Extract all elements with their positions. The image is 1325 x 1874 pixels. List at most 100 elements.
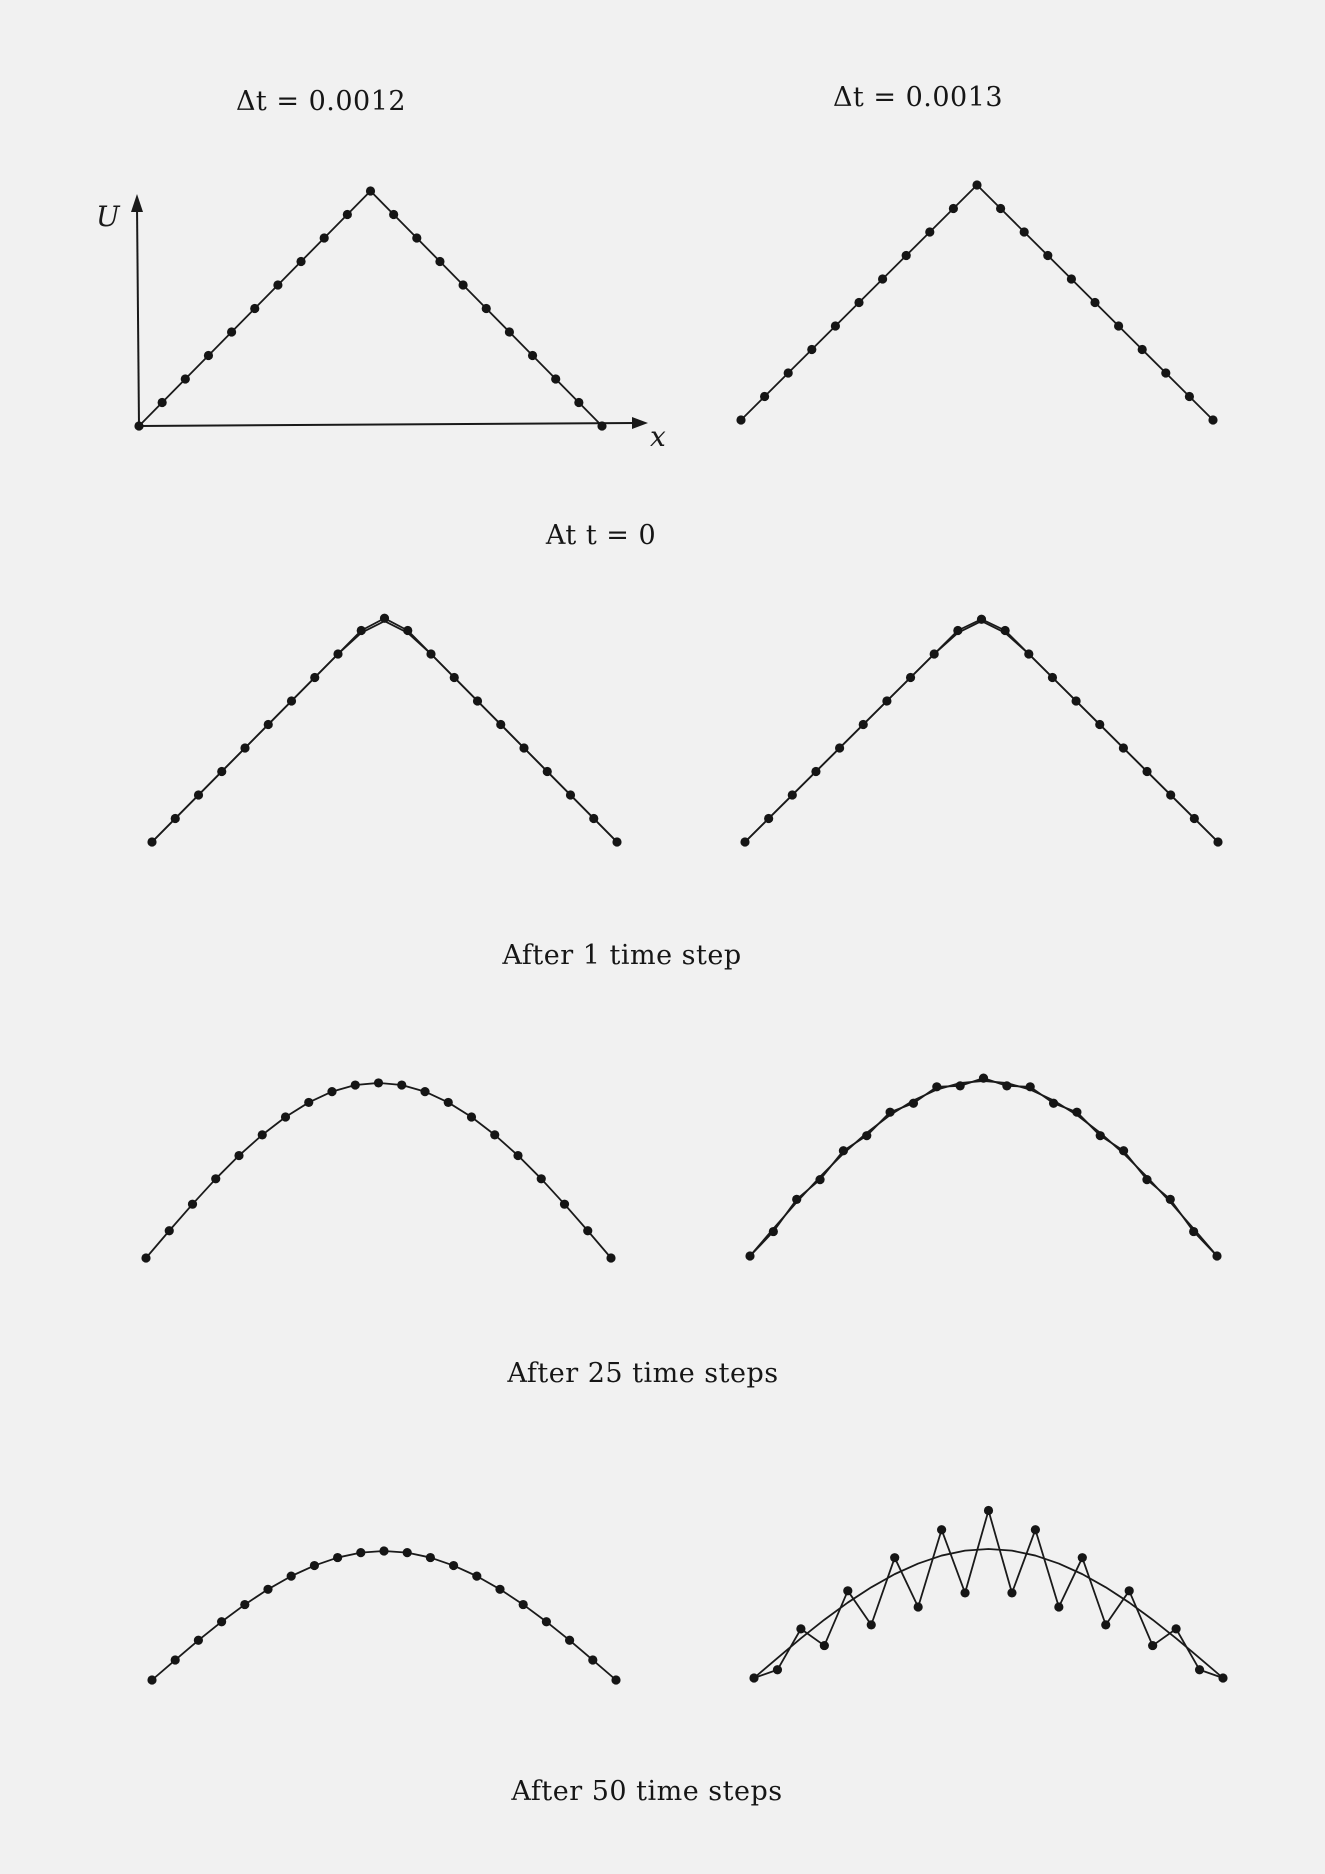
data-point <box>1208 415 1218 425</box>
data-point <box>551 374 561 384</box>
data-point <box>1166 790 1176 800</box>
data-point <box>350 1080 360 1090</box>
data-point <box>1000 625 1010 636</box>
data-point <box>559 1199 570 1209</box>
data-point <box>589 813 599 824</box>
data-point <box>356 1548 366 1558</box>
data-point <box>1007 1588 1017 1598</box>
column-title-left: Δt = 0.0012 <box>235 86 407 117</box>
data-point <box>960 1588 970 1598</box>
data-point <box>141 1253 151 1263</box>
data-point <box>1090 297 1100 308</box>
data-point <box>901 250 911 261</box>
data-point <box>1189 1226 1199 1237</box>
data-point <box>1071 696 1081 706</box>
data-point <box>286 1571 296 1581</box>
data-point <box>574 397 584 408</box>
data-point <box>449 672 459 683</box>
data-point <box>333 649 343 659</box>
data-point <box>1066 274 1076 284</box>
data-point <box>426 649 436 659</box>
data-point <box>180 374 190 384</box>
data-point <box>1119 1146 1129 1156</box>
data-point <box>240 1599 250 1610</box>
data-point <box>929 649 939 659</box>
data-point <box>565 1635 575 1645</box>
data-point <box>925 227 935 237</box>
data-point <box>519 743 529 753</box>
data-point <box>263 719 273 730</box>
data-point <box>518 1599 528 1610</box>
data-point <box>458 280 468 290</box>
data-point <box>1212 1251 1222 1261</box>
data-point <box>513 1150 523 1161</box>
axes: U x <box>96 194 666 453</box>
data-point <box>1213 837 1223 847</box>
data-point <box>597 421 607 431</box>
data-point <box>1137 344 1147 355</box>
data-point <box>257 1130 267 1140</box>
data-point <box>250 303 260 314</box>
data-point <box>342 209 352 220</box>
reference-curve <box>151 620 618 843</box>
data-point <box>495 1584 505 1594</box>
data-point <box>913 1602 923 1612</box>
data-point <box>541 1617 552 1627</box>
series-line <box>151 617 618 843</box>
x-axis-label: x <box>650 420 666 453</box>
data-point <box>1024 649 1034 659</box>
data-point <box>1189 813 1199 824</box>
data-point <box>955 1081 965 1091</box>
data-point <box>273 280 283 290</box>
data-point <box>1095 1131 1105 1141</box>
data-point <box>1165 1194 1175 1204</box>
data-point <box>890 1553 900 1563</box>
x-axis-arrow-icon <box>632 417 648 429</box>
panel-1 <box>134 186 607 431</box>
data-point <box>978 1073 989 1083</box>
data-point <box>983 1505 994 1516</box>
data-point <box>1030 1525 1040 1535</box>
data-point <box>1054 1602 1064 1612</box>
panel-4 <box>740 614 1223 847</box>
data-point <box>862 1131 872 1141</box>
data-point <box>972 180 982 190</box>
data-point <box>435 256 445 267</box>
data-point <box>356 625 366 636</box>
data-point <box>333 1552 343 1563</box>
data-point <box>449 1560 459 1571</box>
data-point <box>866 1620 876 1630</box>
data-point <box>1114 321 1124 331</box>
data-point <box>157 397 167 408</box>
panel-6 <box>745 1073 1222 1261</box>
data-point <box>1077 1553 1087 1563</box>
data-point <box>373 1078 384 1088</box>
row-caption-step25: After 25 time steps <box>507 1358 779 1389</box>
data-point <box>496 719 506 730</box>
data-point <box>1019 227 1029 237</box>
data-point <box>843 1586 853 1596</box>
data-point <box>736 415 746 425</box>
panel-8 <box>749 1505 1228 1683</box>
data-point <box>309 1560 319 1571</box>
data-point <box>217 766 227 777</box>
series-line <box>749 1077 1218 1257</box>
panel-3 <box>147 613 622 847</box>
series-line <box>744 618 1219 843</box>
data-point <box>878 274 888 284</box>
data-point <box>583 1226 593 1236</box>
data-point <box>490 1130 500 1140</box>
data-point <box>796 1624 806 1634</box>
series-line <box>151 1550 617 1681</box>
row-caption-step1: After 1 time step <box>502 940 742 971</box>
reference-curve <box>749 1080 1218 1257</box>
data-point <box>1072 1107 1082 1117</box>
data-point <box>280 1112 291 1122</box>
data-point <box>1184 391 1194 402</box>
data-point <box>234 1150 244 1161</box>
data-point <box>193 790 204 800</box>
data-point <box>319 233 329 243</box>
data-point <box>147 837 157 847</box>
data-point <box>217 1617 227 1627</box>
